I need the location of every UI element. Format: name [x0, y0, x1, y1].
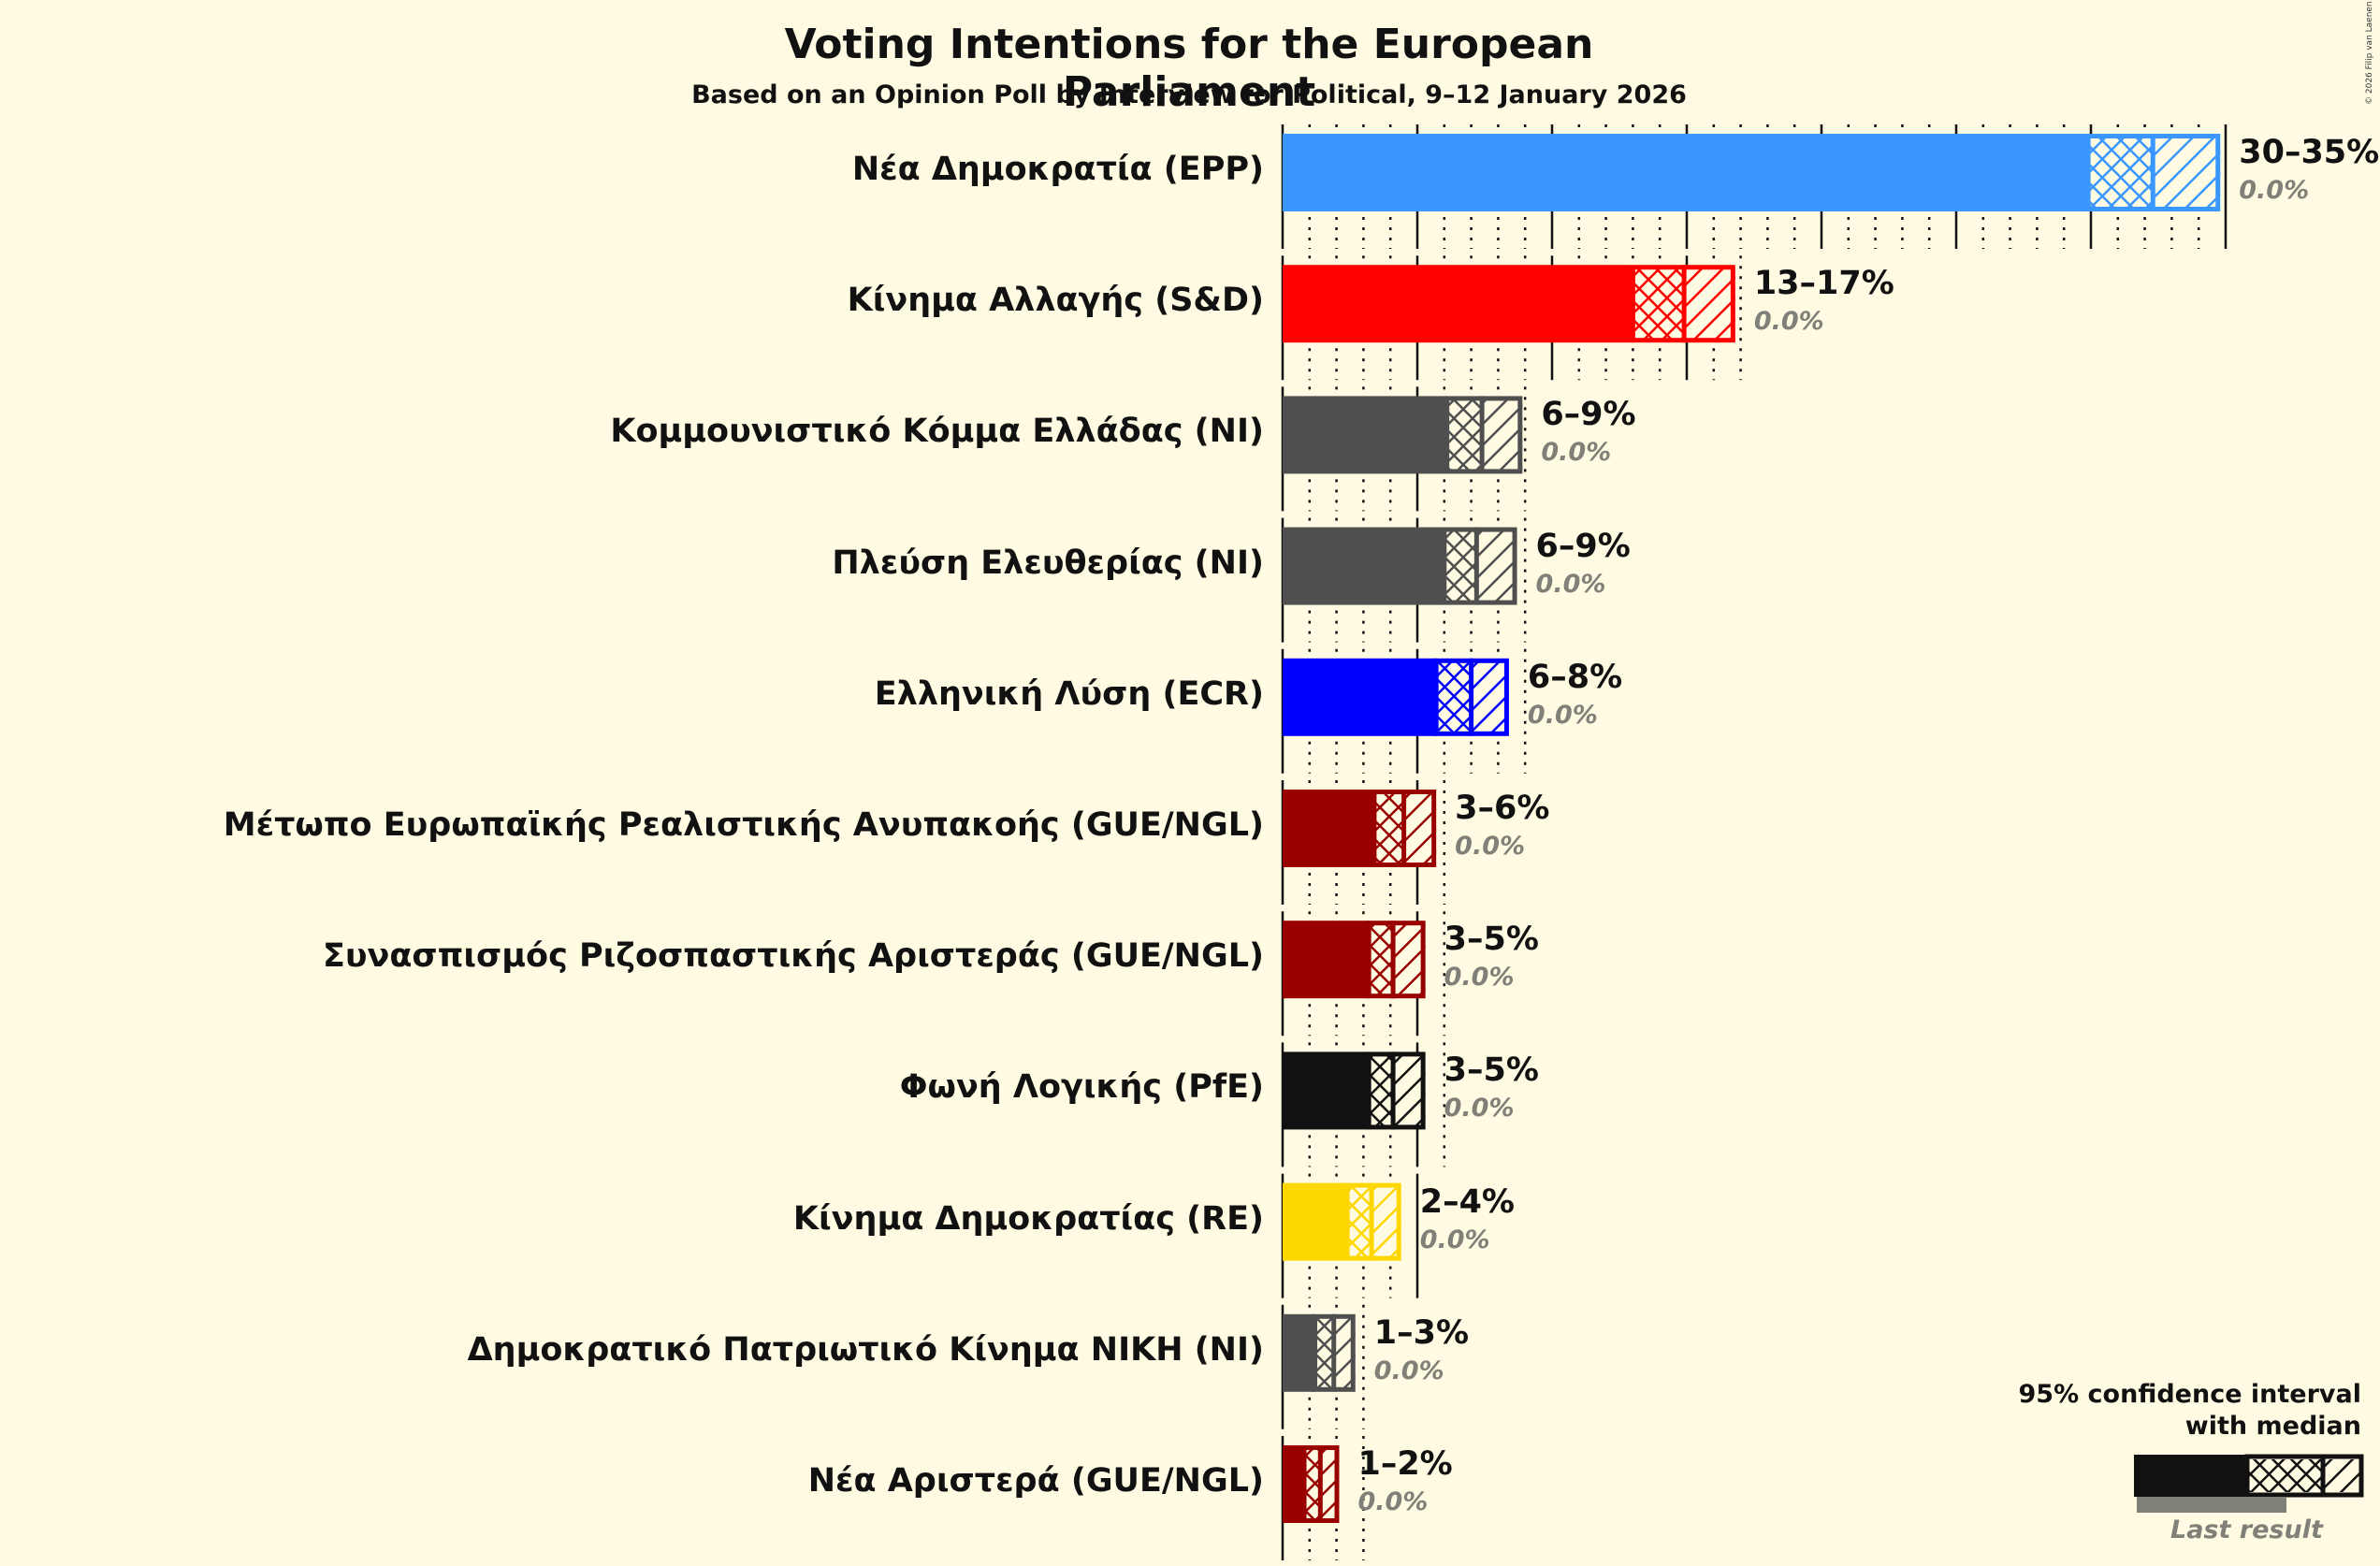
range-label: 1–2% [1357, 1445, 1453, 1483]
chart-title: Voting Intentions for the European Parli… [784, 21, 1594, 116]
party-bar [1283, 134, 2221, 211]
party-bar [1283, 1182, 1401, 1261]
party-label: Κίνημα Αλλαγής (S&D) [847, 282, 1264, 320]
party-bar [1283, 527, 1517, 605]
legend-last-result-bar [2137, 1497, 2286, 1513]
party-bar [1283, 1051, 1426, 1130]
party-label: Κίνημα Δημοκρατίας (RE) [792, 1199, 1264, 1238]
bar-solid [1283, 1445, 1305, 1523]
party-label: Μέτωπο Ευρωπαϊκής Ρεαλιστικής Ανυπακοής … [223, 806, 1264, 844]
bar-ci-upper [1684, 268, 1735, 341]
party-label: Κομμουνιστικό Κόμμα Ελλάδας (NI) [610, 413, 1264, 451]
bar-ci-upper [1476, 529, 1517, 602]
bar-ci-lower [1369, 923, 1394, 996]
bar-ci-outline [1366, 1051, 1426, 1130]
party-bar [1283, 790, 1437, 867]
party-label: Πλεύση Ελευθερίας (NI) [832, 544, 1264, 582]
bar-solid [1283, 921, 1370, 999]
range-label: 13–17% [1753, 265, 1894, 303]
party-bar [1283, 1313, 1356, 1392]
bar-ci-upper [1371, 1185, 1401, 1258]
bar-ci-lower [1369, 1054, 1394, 1127]
party-bar [1283, 265, 1735, 343]
last-result-label: 0.0% [1444, 1094, 1515, 1124]
bar-ci-outline [1442, 527, 1517, 605]
bar-solid [1283, 134, 2089, 211]
bar-ci-lower [1314, 1316, 1334, 1389]
range-label: 3–5% [1444, 1051, 1539, 1090]
bar-solid [1283, 1182, 1348, 1261]
party-label: Νέα Δημοκρατία (EPP) [851, 151, 1264, 188]
last-result-label: 0.0% [2239, 176, 2310, 205]
bar-solid [1283, 527, 1444, 605]
last-result-label: 0.0% [1455, 832, 1526, 861]
bar-solid [1283, 790, 1374, 867]
bar-solid [1283, 265, 1633, 343]
range-label: 3–5% [1444, 921, 1539, 959]
bar-solid [1283, 396, 1447, 474]
party-bar [1283, 1445, 1340, 1523]
bar-ci-lower [1436, 660, 1472, 733]
bar-solid [1283, 1313, 1315, 1392]
party-bar [1283, 396, 1523, 474]
party-label: Φωνή Λογικής (PfE) [899, 1068, 1264, 1107]
bar-ci-upper [1403, 792, 1437, 864]
party-label: Συνασπισμός Ριζοσπαστικής Αριστεράς (GUE… [323, 937, 1264, 976]
bar-ci-upper [1393, 1054, 1426, 1127]
last-result-label: 0.0% [1541, 438, 1612, 468]
bar-ci-upper [2153, 137, 2221, 209]
bar-ci-upper [1393, 923, 1426, 996]
party-bar [1283, 658, 1509, 736]
party-label: Δημοκρατικό Πατριωτικό Κίνημα ΝΙΚΗ (NI) [467, 1330, 1264, 1369]
range-label: 3–6% [1455, 790, 1550, 827]
legend-last-result-label: Last result [2170, 1515, 2323, 1544]
bar-ci-lower [1633, 268, 1685, 341]
bar-ci-lower [1444, 529, 1477, 602]
last-result-label: 0.0% [1373, 1356, 1444, 1385]
bar-ci-lower [1304, 1448, 1321, 1520]
last-result-label: 0.0% [1419, 1225, 1490, 1254]
bar-ci-lower [2088, 137, 2154, 209]
legend-title: 95% confidence interval with median [2018, 1380, 2361, 1441]
bar-ci-upper [1333, 1316, 1356, 1389]
bar-ci-lower [1347, 1185, 1372, 1258]
bar-ci-lower [1373, 792, 1404, 864]
last-result-label: 0.0% [1535, 569, 1606, 599]
bar-ci-lower [1446, 399, 1483, 471]
party-label: Νέα Αριστερά (GUE/NGL) [807, 1462, 1264, 1500]
range-label: 6–9% [1535, 527, 1631, 565]
range-label: 2–4% [1419, 1182, 1515, 1221]
range-label: 30–35% [2239, 134, 2380, 171]
range-label: 6–8% [1527, 658, 1623, 696]
legend [2134, 1454, 2364, 1513]
bar-ci-outline [1366, 921, 1426, 999]
range-label: 6–9% [1541, 396, 1636, 434]
bar-ci-upper [1482, 399, 1523, 471]
bar-solid [1283, 1051, 1370, 1130]
chart-subtitle: Based on an Opinion Poll by Interview fo… [691, 80, 1687, 109]
last-result-label: 0.0% [1357, 1487, 1429, 1516]
bar-solid [1283, 658, 1437, 736]
party-label: Ελληνική Λύση (ECR) [874, 674, 1264, 713]
range-label: 1–3% [1373, 1313, 1470, 1352]
bar-ci-upper [1320, 1448, 1340, 1520]
last-result-label: 0.0% [1527, 700, 1598, 730]
last-result-label: 0.0% [1444, 963, 1515, 993]
party-bar [1283, 921, 1426, 999]
last-result-label: 0.0% [1753, 307, 1824, 337]
bar-ci-upper [1471, 660, 1509, 733]
